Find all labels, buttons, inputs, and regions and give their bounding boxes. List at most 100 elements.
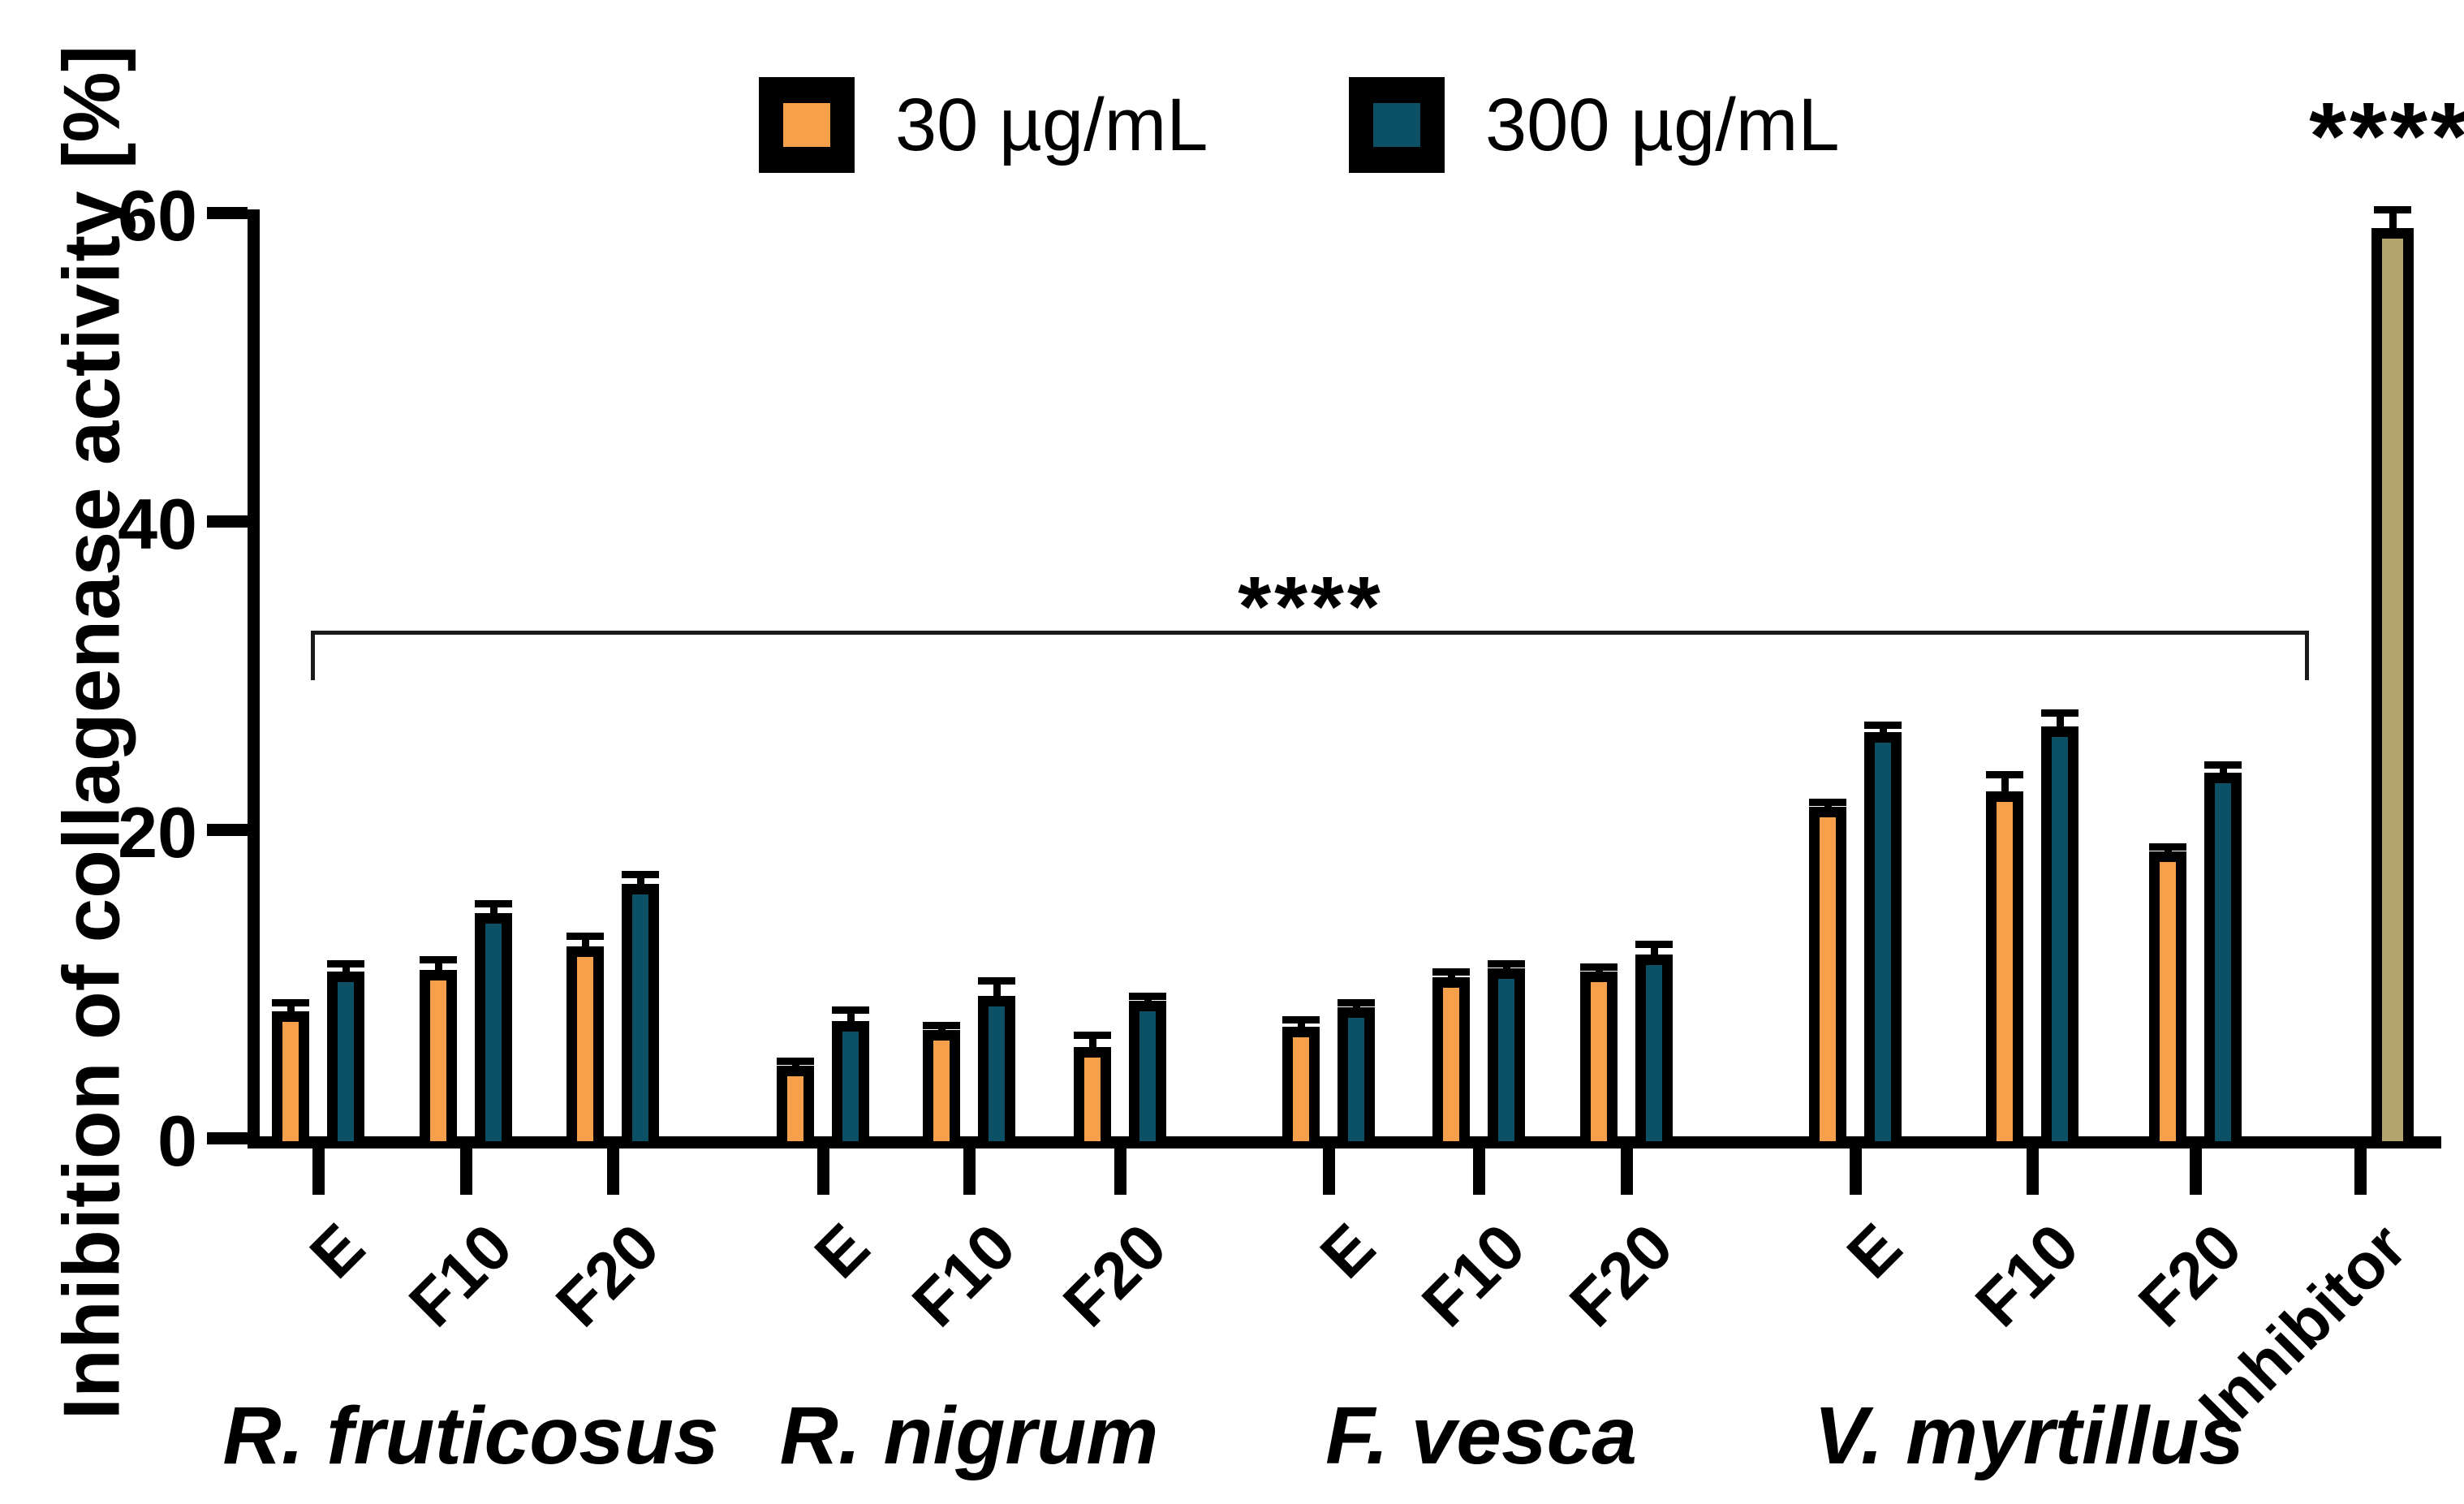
error-bar-cap: [832, 1006, 869, 1015]
bar-fill: [1820, 817, 1836, 1141]
y-tick: [207, 1132, 248, 1144]
group-label: R. fruticosus: [222, 1390, 719, 1481]
bar-fill: [1997, 801, 2013, 1141]
error-bar-cap: [1074, 1031, 1111, 1039]
bar: [272, 1011, 309, 1141]
bar-fill: [282, 1022, 299, 1141]
x-tick: [460, 1148, 472, 1195]
bar-fill: [842, 1031, 859, 1141]
error-bar-cap: [1635, 940, 1673, 948]
bar-fill: [1348, 1017, 1364, 1141]
bar-fill: [1139, 1011, 1156, 1141]
error-bar-cap: [327, 960, 364, 968]
significance-stars-groups: ****: [1238, 559, 1384, 654]
bar: [327, 971, 364, 1141]
bar: [1282, 1027, 1320, 1141]
bar: [2371, 228, 2414, 1141]
y-tick-label: 20: [118, 792, 197, 873]
group-label: R. nigrum: [779, 1390, 1159, 1481]
legend-swatch-30-icon: [759, 77, 855, 173]
significance-bracket-right-end: [2305, 631, 2309, 680]
error-bar-cap: [1864, 721, 1902, 729]
x-tick: [1473, 1148, 1485, 1195]
x-tick: [963, 1148, 976, 1195]
x-tick: [607, 1148, 619, 1195]
error-bar-cap: [1129, 993, 1166, 1001]
x-tick: [2354, 1148, 2367, 1195]
error-bar-cap: [2041, 709, 2078, 717]
legend-swatch-300-icon: [1349, 77, 1445, 173]
error-bar-cap: [1488, 960, 1525, 968]
y-tick-label: 60: [118, 175, 197, 256]
error-bar-cap: [2149, 842, 2186, 851]
bar: [1338, 1006, 1375, 1141]
bar: [832, 1020, 869, 1141]
bar: [777, 1065, 814, 1141]
error-bar-cap: [1809, 798, 1846, 806]
bar: [2041, 726, 2078, 1141]
bar: [1580, 971, 1618, 1141]
bar-fill: [989, 1006, 1005, 1141]
significance-bracket-left-end: [311, 631, 315, 680]
legend-label-30: 30 µg/mL: [895, 83, 1208, 166]
x-tick: [1850, 1148, 1862, 1195]
y-tick: [207, 824, 248, 836]
x-tick: [2190, 1148, 2202, 1195]
error-bar-cap: [2204, 761, 2242, 769]
bar-fill: [632, 894, 648, 1141]
bar: [1986, 791, 2023, 1141]
bar: [1129, 1000, 1166, 1141]
error-bar-cap: [566, 933, 604, 941]
y-tick-label: 0: [157, 1101, 197, 1181]
error-bar-cap: [272, 998, 309, 1006]
legend-item-30: 30 µg/mL: [759, 77, 1208, 173]
bar-fill: [2052, 736, 2068, 1141]
bar-fill: [1591, 981, 1607, 1141]
bar: [978, 996, 1015, 1141]
bar: [420, 969, 457, 1141]
error-bar-cap: [1432, 967, 1470, 976]
bar-fill: [2382, 239, 2403, 1141]
bar-fill: [1084, 1057, 1101, 1141]
error-bar: [2057, 712, 2064, 738]
error-bar-cap: [1580, 963, 1618, 972]
error-bar-cap: [1282, 1015, 1320, 1023]
bar: [1432, 977, 1470, 1141]
error-bar: [993, 980, 1001, 1008]
bar: [923, 1030, 960, 1141]
error-bar-cap: [2374, 206, 2411, 214]
significance-stars-inhibitor: ****: [2309, 83, 2464, 190]
error-bar-cap: [777, 1058, 814, 1065]
error-bar-cap: [1986, 770, 2023, 778]
bar-fill: [1875, 743, 1891, 1141]
bar: [1488, 968, 1525, 1141]
bar-fill: [1646, 964, 1662, 1141]
x-tick: [1114, 1148, 1126, 1195]
bar-fill: [1443, 988, 1459, 1141]
error-bar-cap: [622, 871, 659, 879]
bar: [622, 883, 659, 1141]
x-tick: [312, 1148, 325, 1195]
error-bar: [2001, 774, 2009, 803]
error-bar: [1089, 1034, 1096, 1058]
x-tick: [1323, 1148, 1335, 1195]
error-bar-cap: [923, 1022, 960, 1030]
bar: [566, 946, 604, 1141]
bar: [1809, 806, 1846, 1141]
bar-fill: [2160, 861, 2176, 1141]
legend-label-300: 300 µg/mL: [1485, 83, 1840, 166]
y-tick: [207, 207, 248, 219]
bar-fill: [1293, 1037, 1309, 1141]
bar: [1864, 732, 1902, 1141]
bar-fill: [485, 923, 502, 1141]
group-label: V. myrtillus: [1814, 1390, 2244, 1481]
error-bar-cap: [420, 955, 457, 963]
bar-fill: [577, 957, 593, 1141]
bar: [2149, 851, 2186, 1141]
x-tick: [2027, 1148, 2039, 1195]
error-bar: [2389, 209, 2397, 239]
bar: [1635, 954, 1673, 1141]
y-axis-line: [248, 209, 260, 1147]
error-bar-cap: [1338, 998, 1375, 1006]
